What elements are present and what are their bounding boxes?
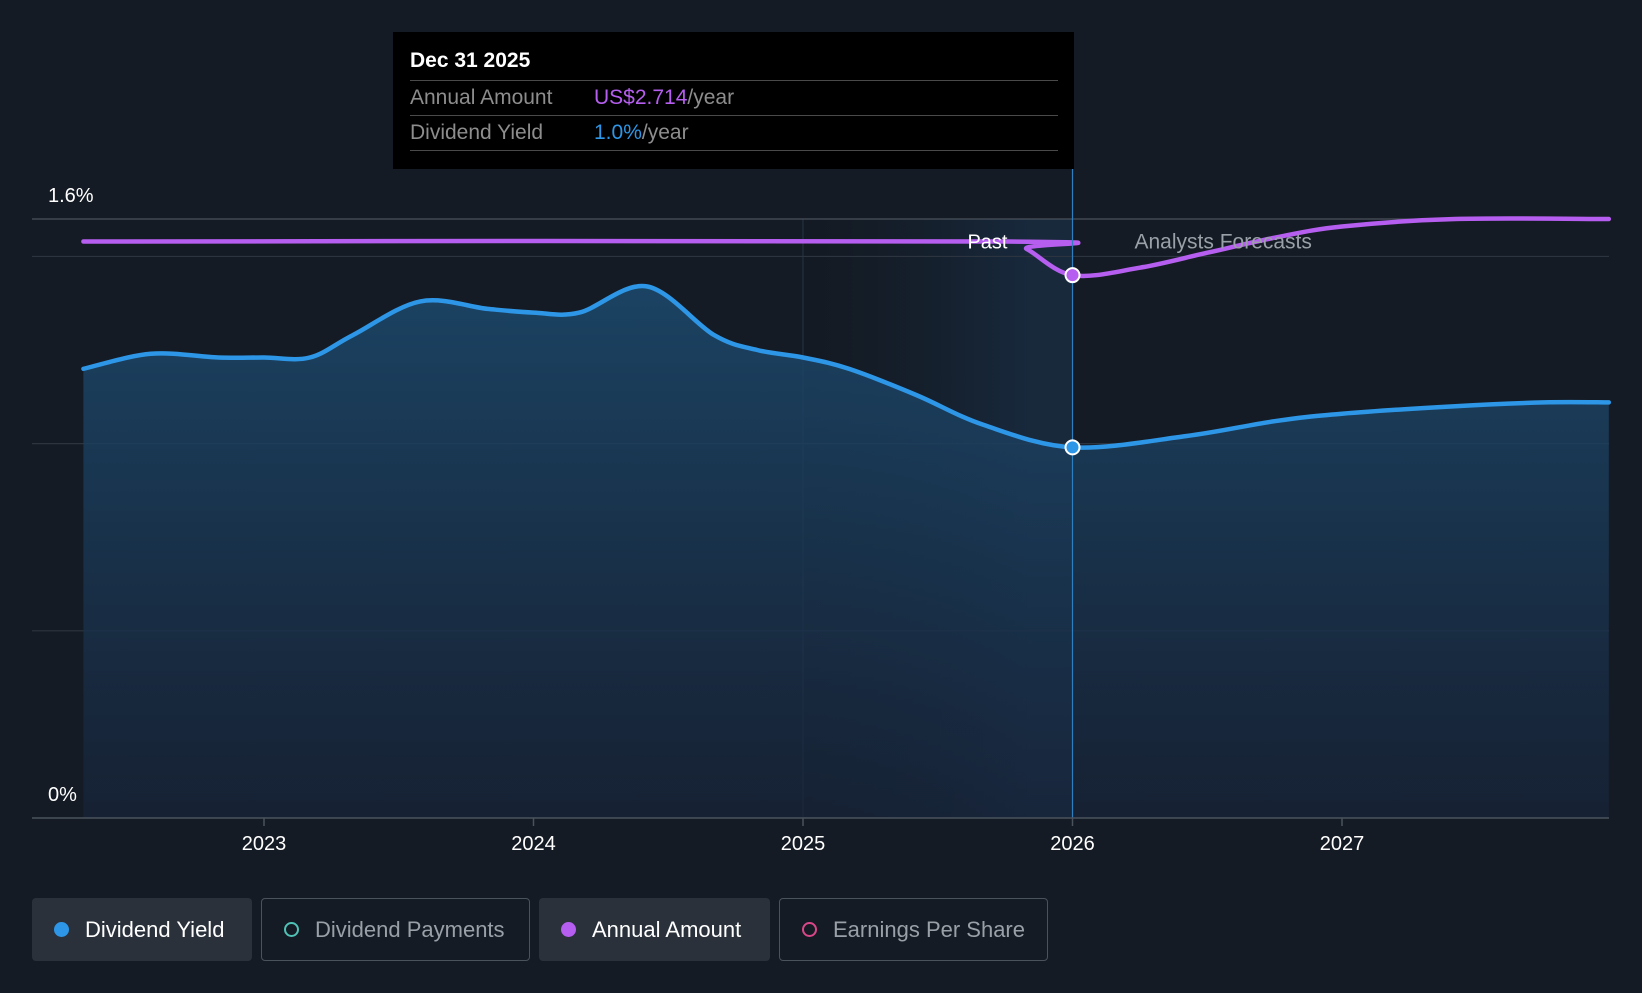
dividend-yield-marker bbox=[1064, 439, 1081, 456]
dividend-yield-line bbox=[81, 283, 1612, 450]
forecast-label: Analysts Forecasts bbox=[1135, 230, 1312, 253]
chart-labels: 1.6% 0% Past Analysts Forecasts bbox=[48, 185, 1312, 806]
legend-label: Dividend Payments bbox=[315, 916, 505, 942]
tooltip-unit: /year bbox=[641, 121, 689, 144]
x-tick-label: 2024 bbox=[511, 833, 556, 855]
tooltip-label: Annual Amount bbox=[410, 86, 553, 109]
chart-legend: Dividend Yield Dividend Payments Annual … bbox=[32, 898, 1048, 961]
legend-label: Dividend Yield bbox=[85, 916, 225, 942]
x-axis: 2023 2024 2025 2026 2027 bbox=[32, 817, 1609, 855]
x-tick-label: 2025 bbox=[781, 833, 826, 855]
legend-dot-icon bbox=[54, 922, 69, 937]
legend-dividend-payments[interactable]: Dividend Payments bbox=[261, 898, 530, 961]
y-tick-label-top: 1.6% bbox=[48, 185, 94, 207]
tooltip-value: US$2.714 bbox=[594, 86, 688, 109]
past-label: Past bbox=[967, 231, 1007, 253]
x-tick-label: 2023 bbox=[242, 833, 287, 855]
chart-tooltip: Dec 31 2025 Annual Amount US$2.714 /year… bbox=[393, 32, 1074, 169]
tooltip-row-annual-amount: Annual Amount US$2.714 /year bbox=[410, 81, 1058, 116]
legend-dot-icon bbox=[561, 922, 576, 937]
annual-amount-marker bbox=[1064, 267, 1081, 284]
legend-ring-icon bbox=[802, 922, 817, 937]
tooltip-date: Dec 31 2025 bbox=[410, 46, 1058, 81]
highlight-markers bbox=[1064, 267, 1081, 456]
legend-label: Earnings Per Share bbox=[833, 916, 1025, 942]
legend-label: Annual Amount bbox=[592, 916, 742, 942]
x-tick-label: 2027 bbox=[1320, 833, 1365, 855]
yield-area bbox=[83, 286, 1609, 818]
tooltip-label: Dividend Yield bbox=[410, 121, 544, 144]
tooltip-unit: /year bbox=[687, 86, 735, 109]
legend-ring-icon bbox=[284, 922, 299, 937]
dividend-yield-area bbox=[83, 286, 1609, 818]
annual-amount-line bbox=[81, 216, 1612, 279]
tooltip-row-dividend-yield: Dividend Yield 1.0% /year bbox=[410, 116, 1058, 151]
y-tick-label-bottom: 0% bbox=[48, 784, 77, 806]
tooltip-value: 1.0% bbox=[594, 121, 642, 144]
legend-dividend-yield[interactable]: Dividend Yield bbox=[32, 898, 252, 961]
legend-annual-amount[interactable]: Annual Amount bbox=[539, 898, 770, 961]
x-tick-label: 2026 bbox=[1050, 833, 1095, 855]
legend-earnings-per-share[interactable]: Earnings Per Share bbox=[779, 898, 1048, 961]
